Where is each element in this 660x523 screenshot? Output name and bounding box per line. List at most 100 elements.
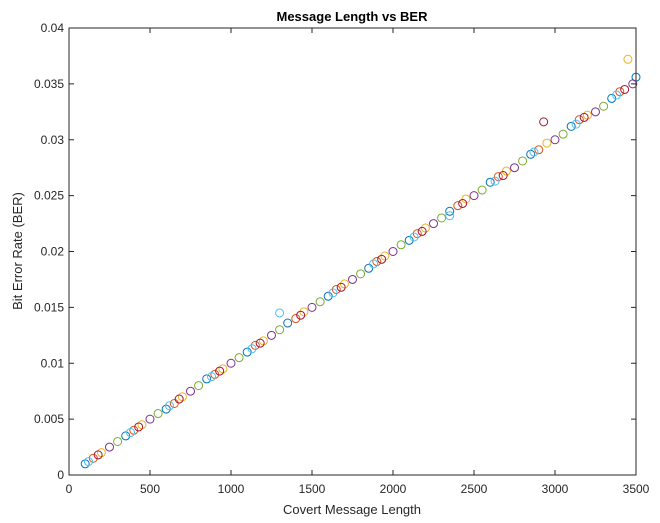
scatter-point [612, 90, 622, 100]
scatter-point [153, 409, 163, 419]
scatter-point [420, 223, 430, 233]
scatter-point [620, 84, 630, 94]
scatter-point [121, 431, 131, 441]
scatter-point [283, 318, 293, 328]
scatter-point [510, 163, 519, 173]
scatter-point [377, 254, 387, 264]
scatter-point [105, 442, 114, 452]
scatter-point [599, 101, 609, 111]
scatter-point [174, 394, 184, 404]
scatter-point [550, 135, 560, 145]
scatter-point [134, 422, 144, 432]
scatter-point [445, 211, 455, 221]
scatter-point [429, 219, 438, 229]
scatter-series-7 [93, 84, 630, 460]
scatter-point [437, 213, 447, 223]
scatter-point [234, 353, 244, 363]
scatter-point [145, 414, 155, 424]
scatter-point [255, 338, 265, 348]
x-tick-label: 3000 [542, 482, 569, 496]
x-tick-label: 2500 [461, 482, 488, 496]
scatter-point [336, 282, 346, 292]
y-tick-label: 0.035 [34, 77, 64, 91]
scatter-point [529, 147, 539, 157]
scatter-point [126, 428, 136, 438]
y-axis-label: Bit Error Rate (BER) [10, 192, 25, 310]
scatter-point [250, 340, 260, 350]
scatter-point [579, 112, 589, 122]
y-tick-label: 0.04 [41, 21, 65, 35]
scatter-point [194, 381, 204, 391]
scatter-point [348, 274, 357, 284]
scatter-point [299, 307, 309, 317]
x-axis-label: Covert Message Length [283, 502, 421, 517]
y-tick-label: 0.03 [41, 133, 65, 147]
plot-area [69, 28, 636, 475]
x-tick-label: 1500 [299, 482, 326, 496]
scatter-point [169, 398, 179, 408]
scatter-point [461, 194, 471, 204]
scatter-point [409, 232, 419, 242]
scatter-point [339, 279, 349, 289]
scatter-point [267, 330, 276, 340]
scatter-point [369, 259, 379, 269]
scatter-point [412, 229, 422, 239]
scatter-point [215, 366, 225, 376]
scatter-series-4 [105, 79, 638, 452]
scatter-point [493, 172, 503, 182]
scatter-point [623, 54, 633, 64]
y-tick-label: 0 [57, 468, 64, 482]
scatter-point [275, 325, 285, 335]
scatter-point [518, 156, 528, 166]
scatter-point [501, 166, 511, 176]
scatter-point [186, 386, 195, 396]
y-tick-label: 0.005 [34, 412, 64, 426]
scatter-point [164, 401, 174, 411]
x-tick-label: 2000 [380, 482, 407, 496]
scatter-point [207, 372, 217, 382]
scatter-point [83, 457, 93, 467]
scatter-point [88, 453, 98, 463]
x-tick-label: 1000 [218, 482, 245, 496]
x-tick-label: 3500 [623, 482, 650, 496]
scatter-point [469, 191, 479, 201]
scatter-point [380, 251, 390, 261]
scatter-point [566, 121, 576, 131]
scatter-point [490, 176, 500, 186]
scatter-point [628, 79, 638, 89]
scatter-point [558, 129, 568, 139]
scatter-point [615, 87, 625, 97]
y-tick-label: 0.015 [34, 300, 64, 314]
scatter-point [534, 145, 544, 155]
scatter-point [161, 404, 171, 414]
scatter-point [404, 235, 414, 245]
y-tick-label: 0.025 [34, 189, 64, 203]
scatter-point [323, 291, 333, 301]
scatter-point [542, 138, 552, 148]
scatter-series-5 [113, 101, 609, 446]
scatter-point [485, 177, 495, 187]
scatter-point [307, 302, 317, 312]
scatter-point [607, 93, 617, 103]
scatter-point [498, 171, 508, 181]
y-ticks: 0 0.005 0.01 0.015 0.02 0.025 0.03 0.035 0.04 [34, 21, 636, 482]
scatter-point [417, 226, 427, 236]
scatter-point [93, 450, 103, 460]
scatter-point [291, 314, 301, 324]
scatter-point [458, 198, 468, 208]
scatter-point [247, 344, 257, 354]
scatter-point [539, 117, 549, 127]
scatter-point [453, 201, 463, 211]
y-tick-label: 0.01 [41, 356, 65, 370]
scatter-point [574, 115, 584, 125]
x-tick-label: 0 [66, 482, 73, 496]
scatter-point [364, 263, 374, 273]
scatter-point [331, 284, 341, 294]
scatter-series-6 [83, 90, 622, 467]
scatter-point [202, 374, 212, 384]
scatter-point [315, 297, 325, 307]
scatter-point [477, 185, 487, 195]
scatter-point [396, 240, 406, 250]
scatter-point [571, 119, 581, 129]
